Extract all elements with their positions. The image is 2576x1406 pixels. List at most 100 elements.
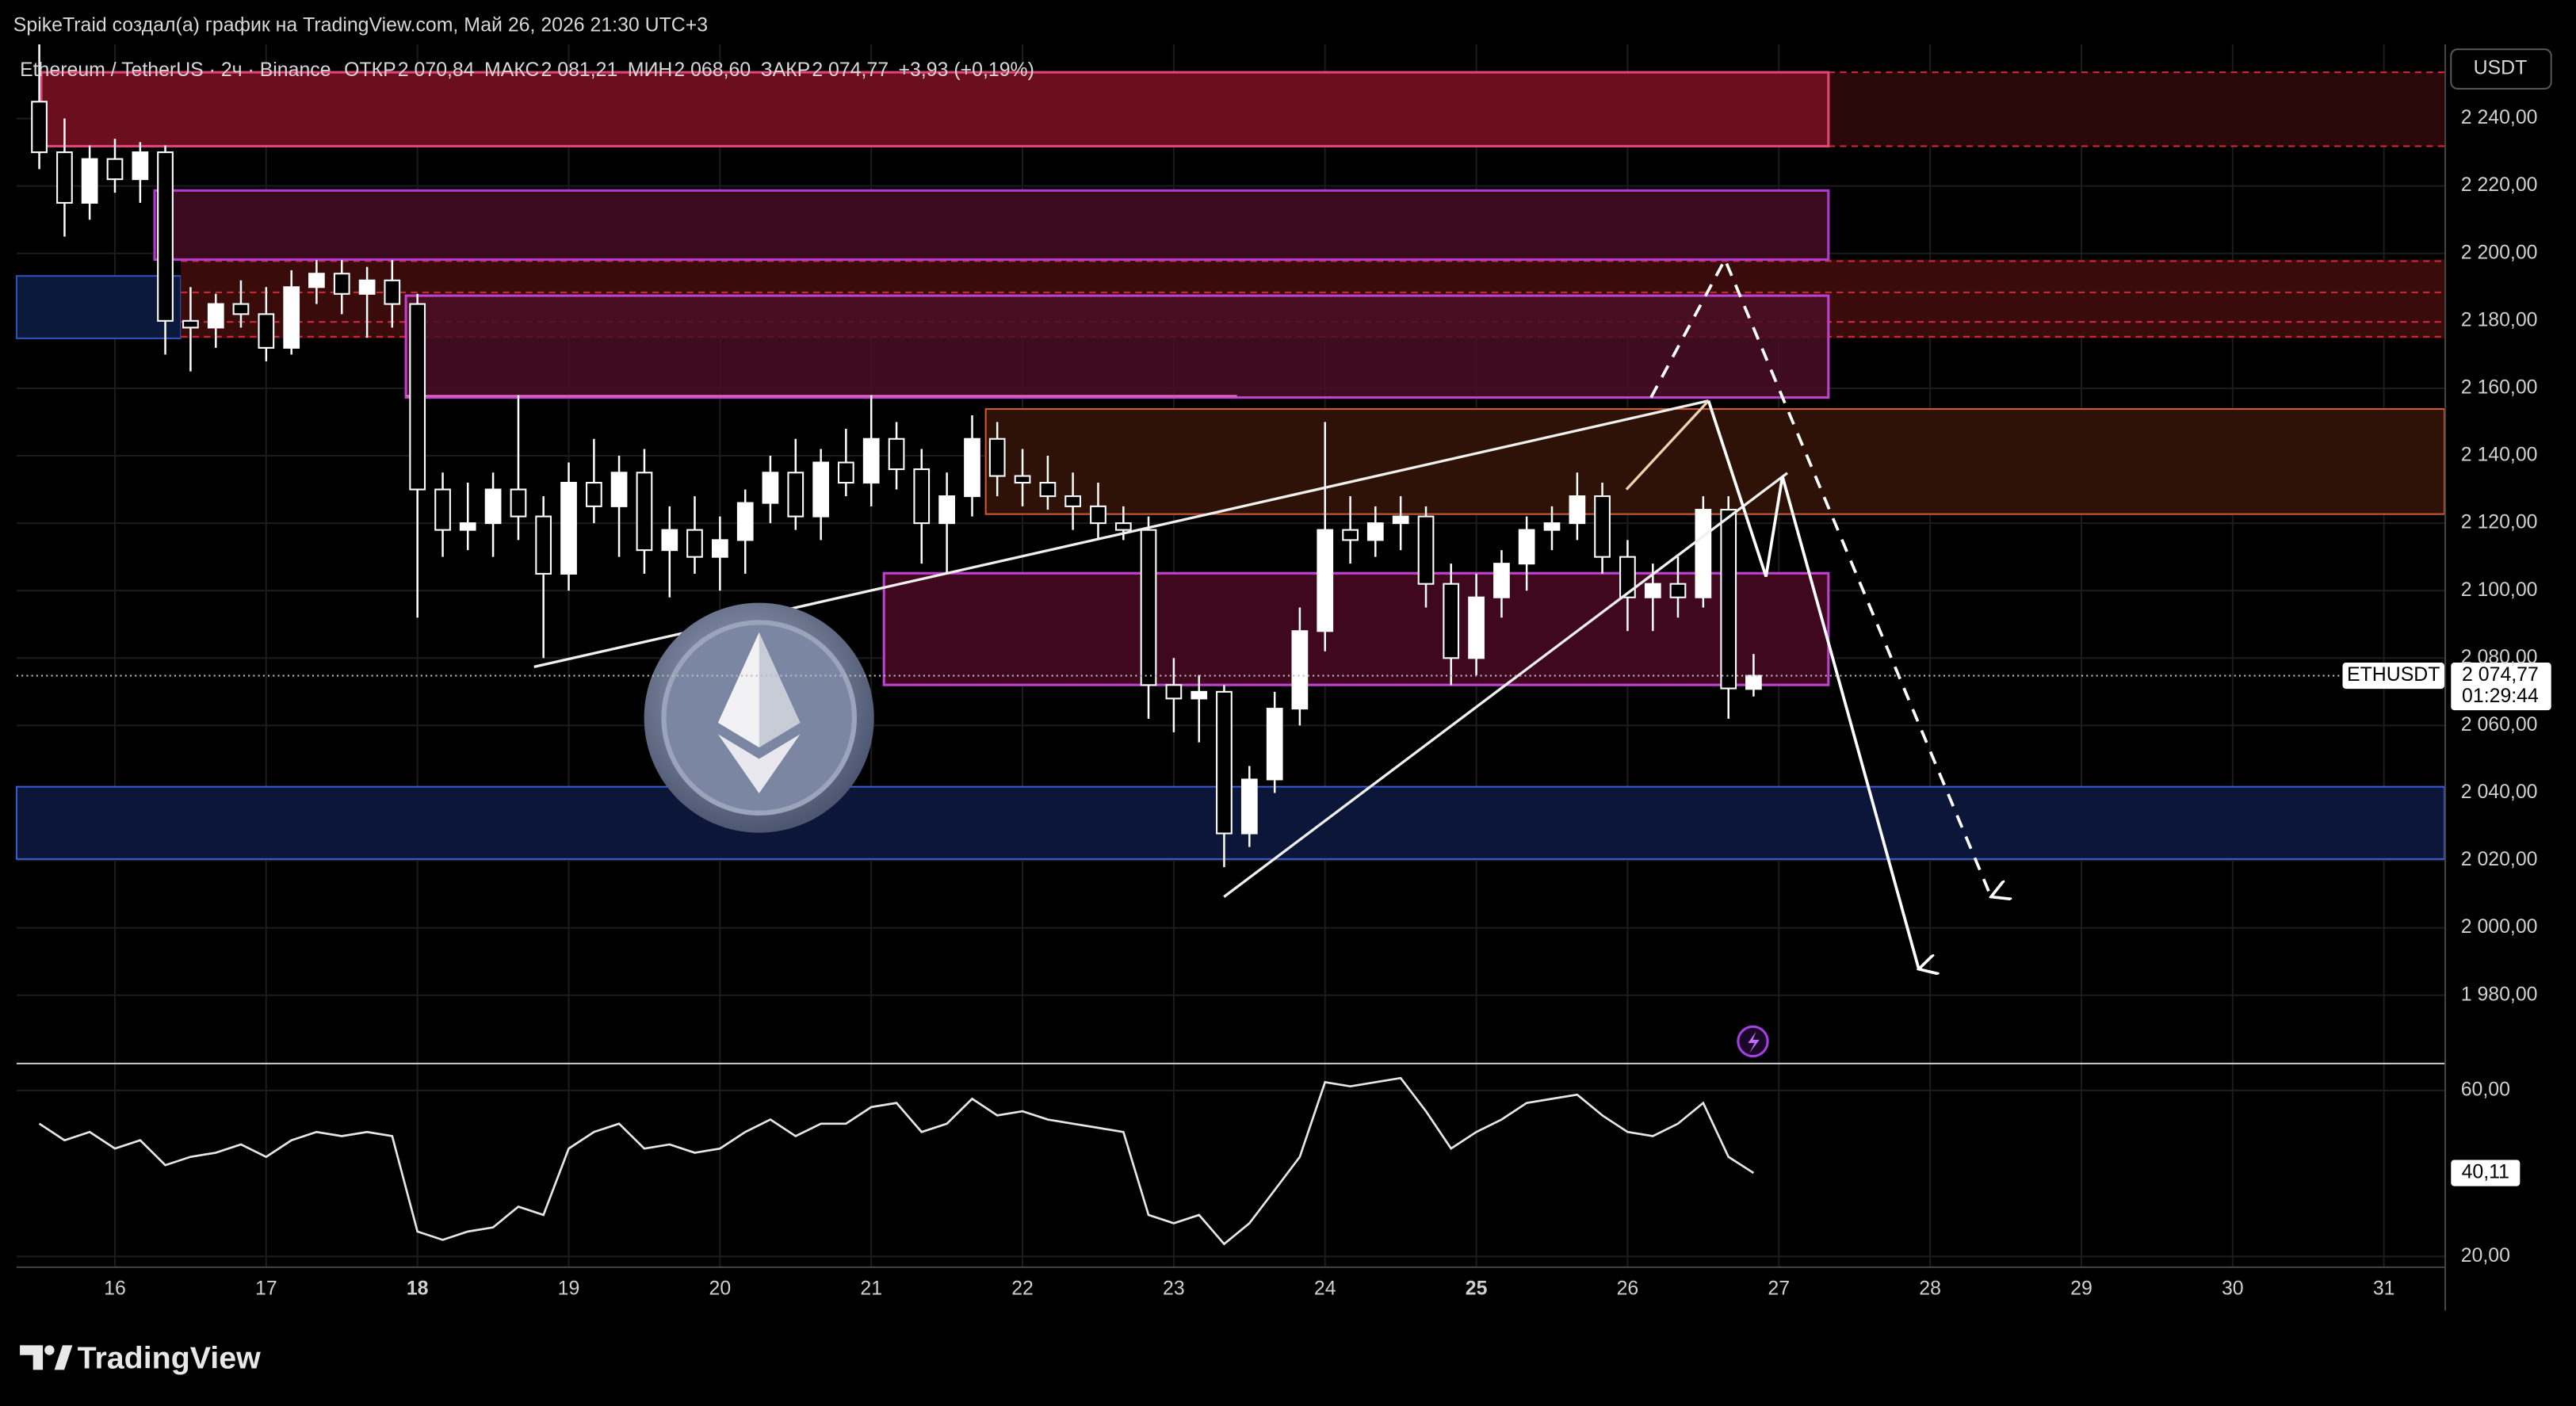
candle-body <box>1594 495 1611 558</box>
x-tick-label: 20 <box>709 1277 732 1299</box>
x-tick-label: 28 <box>1919 1277 1941 1299</box>
x-tick-label: 21 <box>860 1277 882 1299</box>
candle-body <box>964 437 980 498</box>
zone <box>15 275 182 339</box>
countdown: 01:29:44 <box>2462 685 2539 707</box>
candle-body <box>1543 522 1561 531</box>
candle-body <box>333 273 350 295</box>
candle-body <box>1140 529 1157 686</box>
candle-body <box>510 488 527 518</box>
candle-body <box>1468 596 1485 659</box>
indicator-value-box <box>2451 1160 2521 1186</box>
zone <box>984 407 2446 515</box>
candle-body <box>434 488 451 531</box>
x-tick-label: 22 <box>1011 1277 1034 1299</box>
candle-body <box>610 472 628 507</box>
currency-button[interactable] <box>2450 48 2552 90</box>
candle-body <box>762 472 779 504</box>
x-tick-label: 31 <box>2373 1277 2395 1299</box>
x-tick-label: 25 <box>1466 1277 1488 1299</box>
logo-mark <box>54 1345 73 1370</box>
ohlc-value: 2 081,21 <box>541 59 618 81</box>
ohlc-value: 2 070,84 <box>398 59 475 81</box>
candle-body <box>535 515 552 575</box>
zone-extension <box>1828 72 2444 147</box>
indicator-tick-label: 60,00 <box>2461 1078 2510 1100</box>
candle-body <box>157 151 174 322</box>
candle-body <box>812 461 830 518</box>
candle-body <box>81 158 98 204</box>
candle-body <box>636 472 653 552</box>
currency: USDT <box>2474 57 2528 79</box>
x-tick-label: 19 <box>558 1277 580 1299</box>
candle-body <box>1619 556 1636 598</box>
eth-diamond-bottom <box>717 734 801 793</box>
x-tick-label: 18 <box>407 1277 429 1299</box>
candle-body <box>207 303 224 329</box>
symbol-box <box>2342 662 2444 690</box>
candle-body <box>1165 684 1183 700</box>
x-tick-label: 16 <box>104 1277 126 1299</box>
symbol-legend: Ethereum / TetherUS · 2ч · Binance ОТКР 2 … <box>20 59 1034 81</box>
candle-body <box>1291 630 1309 710</box>
y-tick-label: 2 160,00 <box>2461 376 2538 398</box>
candle-body <box>232 303 250 315</box>
candle-body <box>1493 563 1510 598</box>
zone <box>40 71 1830 148</box>
ohlc-label: ОТКР <box>344 59 396 81</box>
candle-body <box>106 158 124 181</box>
ohlc-value: 2 074,77 <box>812 59 889 81</box>
trend-line <box>1625 399 1710 491</box>
trend-line <box>1223 472 1789 898</box>
candle-body <box>31 101 48 154</box>
indicator-tick-label: 20,00 <box>2461 1244 2510 1267</box>
candle-body <box>913 468 931 525</box>
zone <box>404 294 1830 399</box>
candle-body <box>1720 509 1737 690</box>
footer <box>0 1310 2576 1406</box>
candle-body <box>182 319 199 329</box>
x-tick-label: 29 <box>2070 1277 2093 1299</box>
candle-body <box>1014 475 1031 484</box>
brand-logo <box>20 1345 73 1370</box>
candle-body <box>1266 708 1283 781</box>
candle-body <box>1443 583 1460 659</box>
indicator-value-label: 40,11 <box>2462 1161 2509 1183</box>
x-tick-label: 26 <box>1617 1277 1639 1299</box>
candle-body <box>1039 482 1057 498</box>
candle-body <box>1518 529 1535 565</box>
event-icon-bolt <box>1748 1031 1760 1053</box>
candle-body <box>1114 522 1132 531</box>
x-tick-label: 17 <box>255 1277 277 1299</box>
annotations <box>533 256 1991 1058</box>
symbol: Ethereum / TetherUS · 2ч · Binance <box>20 59 331 81</box>
candle-body <box>736 502 754 541</box>
candle-body <box>459 522 476 531</box>
ohlc-value: 2 068,60 <box>674 59 751 81</box>
candle-body <box>988 437 1006 477</box>
logo-mark <box>44 1345 55 1355</box>
y-tick-label: 2 140,00 <box>2461 444 2538 466</box>
candles <box>31 44 1762 868</box>
indicator-line <box>38 1076 1755 1246</box>
candle-body <box>1366 522 1384 541</box>
candle-body <box>132 151 149 181</box>
candle-body <box>484 488 502 525</box>
attribution: SpikeTraid создал(а) график на TradingVi… <box>13 14 708 36</box>
ohlc-label: МИН <box>628 59 673 81</box>
x-tick-label: 30 <box>2222 1277 2244 1299</box>
y-tick-label: 2 180,00 <box>2461 308 2538 330</box>
candle-body <box>308 273 325 288</box>
y-tick-label: 1 980,00 <box>2461 983 2538 1005</box>
y-tick-label: 2 040,00 <box>2461 781 2538 803</box>
candle-body <box>560 482 577 575</box>
candle-body <box>1240 778 1258 835</box>
eth-diamond-shade <box>759 632 801 747</box>
candle-body <box>938 495 955 525</box>
y-tick-label: 2 200,00 <box>2461 241 2538 263</box>
candle-body <box>586 482 602 507</box>
y-tick-label: 2 000,00 <box>2461 915 2538 938</box>
price-box <box>2451 662 2551 711</box>
zone <box>882 571 1830 686</box>
